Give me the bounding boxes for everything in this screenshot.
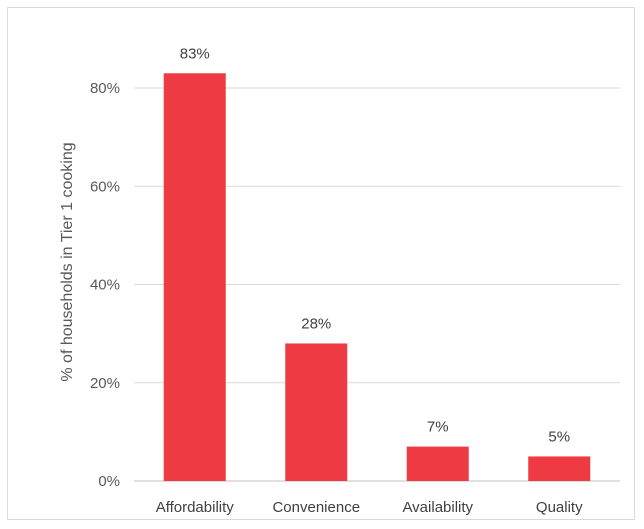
bar: [285, 343, 348, 481]
bar: [406, 446, 469, 481]
bars: [163, 73, 591, 481]
y-axis-tick-labels: 0% 20% 40% 60% 80%: [90, 80, 120, 490]
x-axis-category-labels: Affordability Convenience Availability Qual…: [156, 499, 583, 516]
y-tick-label: 20%: [90, 375, 120, 392]
y-tick-label: 60%: [90, 178, 120, 195]
y-tick-label: 40%: [90, 277, 120, 294]
y-tick-label: 80%: [90, 80, 120, 97]
y-axis-title: % of households in Tier 1 cooking: [59, 142, 76, 381]
bar: [163, 73, 226, 481]
data-label: 28%: [301, 315, 331, 332]
data-labels: 83% 28% 7% 5%: [180, 45, 570, 445]
data-label: 83%: [180, 45, 210, 62]
y-tick-label: 0%: [98, 473, 120, 490]
x-category-label: Convenience: [272, 499, 360, 516]
x-category-label: Availability: [402, 499, 473, 516]
data-label: 5%: [548, 428, 570, 445]
x-category-label: Affordability: [156, 499, 235, 516]
data-label: 7%: [427, 419, 449, 436]
x-category-label: Quality: [536, 499, 583, 516]
bar: [528, 456, 591, 481]
